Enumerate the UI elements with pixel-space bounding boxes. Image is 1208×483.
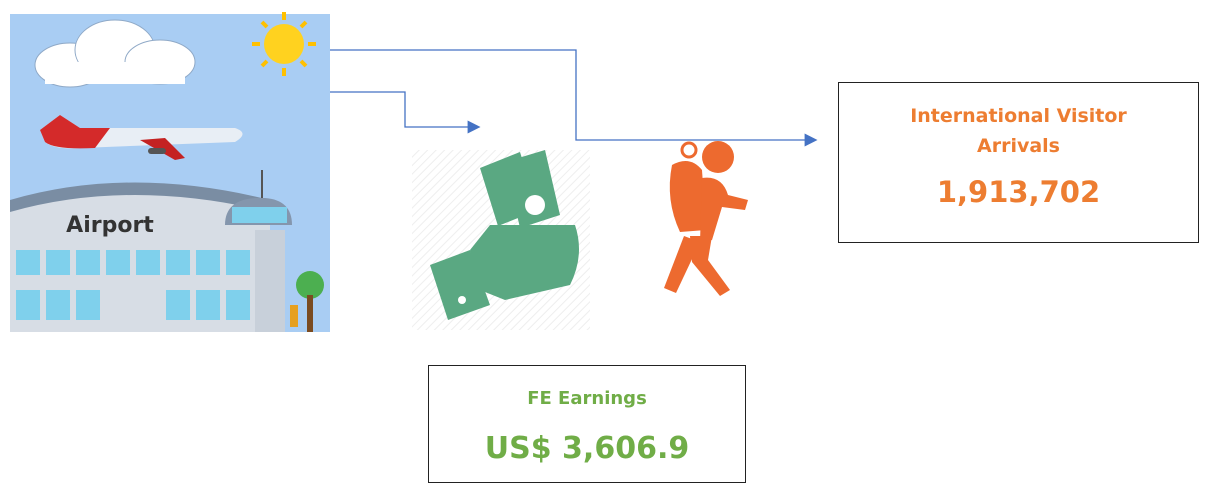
arrivals-title: International Visitor Arrivals <box>884 101 1154 161</box>
airport-image: Airport <box>10 12 330 332</box>
arrivals-box: International Visitor Arrivals 1,913,702 <box>838 82 1199 243</box>
arrow-to-arrivals <box>330 50 815 140</box>
page: Airport <box>0 0 1208 480</box>
money-icon <box>412 150 590 330</box>
earnings-title: FE Earnings <box>429 388 745 409</box>
arrow-to-earnings <box>330 92 478 127</box>
earnings-box: FE Earnings US$ 3,606.9 <box>428 365 746 483</box>
hiker-icon <box>664 141 748 296</box>
arrivals-value: 1,913,702 <box>839 175 1198 209</box>
earnings-value: US$ 3,606.9 <box>429 431 745 466</box>
airport-label: Airport <box>66 213 154 238</box>
